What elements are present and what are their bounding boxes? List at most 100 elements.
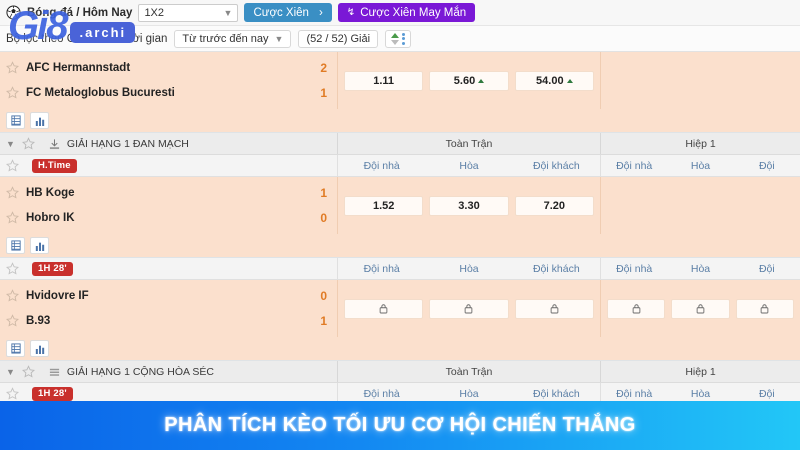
filter-label: Bộ lọc theo Giải đấu / Thời gian bbox=[6, 32, 168, 45]
favorite-star-icon[interactable] bbox=[6, 86, 19, 99]
time-filter-select[interactable]: Từ trước đến nay ▼ bbox=[174, 29, 292, 48]
odds-value: 5.60 bbox=[453, 74, 476, 87]
soccer-ball-icon bbox=[6, 5, 21, 20]
sort-ascending-icon[interactable] bbox=[391, 32, 400, 45]
parlay-button[interactable]: Cược Xiên › bbox=[244, 3, 332, 22]
chevron-right-icon: › bbox=[318, 6, 323, 19]
league-count-label: (52 / 52) Giải bbox=[306, 32, 371, 45]
header-group-first-half: Đội nhà Hòa Đội bbox=[601, 258, 800, 279]
status-cell: 1H 28' bbox=[0, 383, 338, 404]
statistics-icon[interactable] bbox=[30, 112, 49, 129]
lineup-icon[interactable] bbox=[6, 237, 25, 254]
top-toolbar: Bóng đá / Hôm Nay 1X2 ▼ Cược Xiên › ↯ Cư… bbox=[0, 0, 800, 26]
column-header-away-truncated: Đội bbox=[758, 159, 775, 172]
match-row[interactable]: HB Koge 1 Hobro IK 0 1.52 3.30 7.20 bbox=[0, 177, 800, 234]
away-team-line: FC Metaloglobus Bucuresti 1 bbox=[0, 80, 337, 105]
market-select[interactable]: 1X2 ▼ bbox=[138, 3, 239, 22]
segment-first-half: Hiệp 1 bbox=[685, 365, 716, 378]
statistics-icon[interactable] bbox=[30, 237, 49, 254]
league-count-badge[interactable]: (52 / 52) Giải bbox=[298, 29, 379, 48]
away-team-name: Hobro IK bbox=[26, 211, 75, 224]
away-team-line: Hobro IK 0 bbox=[0, 205, 337, 230]
favorite-star-icon[interactable] bbox=[6, 314, 19, 327]
lucky-parlay-button[interactable]: ↯ Cược Xiên May Mắn bbox=[337, 3, 476, 22]
market-select-value: 1X2 bbox=[144, 6, 165, 19]
away-team-name: FC Metaloglobus Bucuresti bbox=[26, 86, 175, 99]
lock-icon bbox=[550, 304, 559, 314]
breadcrumb[interactable]: Bóng đá / Hôm Nay bbox=[27, 6, 133, 19]
odds-cell-away-locked bbox=[514, 298, 594, 319]
column-header-away-truncated: Đội bbox=[758, 262, 775, 275]
column-header-home: Đội nhà bbox=[616, 262, 653, 275]
header-group-first-half: Đội nhà Hòa Đội bbox=[601, 383, 800, 404]
header-group-full-match: Đội nhà Hòa Đội khách bbox=[338, 383, 601, 404]
odds-cell-away[interactable]: 54.00 bbox=[514, 70, 594, 91]
lock-icon bbox=[632, 304, 640, 314]
bar-chart-glyph bbox=[35, 345, 44, 354]
odds-group-first-half bbox=[601, 52, 800, 109]
time-filter-value: Từ trước đến nay bbox=[182, 32, 269, 45]
column-header-away: Đội khách bbox=[532, 159, 580, 172]
home-team-name: HB Koge bbox=[26, 186, 75, 199]
favorite-star-icon[interactable] bbox=[6, 289, 19, 302]
column-header-home: Đội nhà bbox=[363, 262, 400, 275]
league-name: GIẢI HẠNG 1 ĐAN MẠCH bbox=[66, 137, 189, 150]
odds-cell-home-locked bbox=[344, 298, 424, 319]
segment-full-match: Toàn Trận bbox=[338, 133, 601, 154]
odds-cell-home[interactable]: 1.52 bbox=[344, 195, 424, 216]
match-tools-row bbox=[0, 109, 800, 133]
status-badge: 1H 28' bbox=[32, 261, 73, 276]
more-options-icon[interactable] bbox=[402, 32, 406, 45]
column-header-home: Đội nhà bbox=[616, 159, 653, 172]
favorite-star-icon[interactable] bbox=[6, 211, 19, 224]
chevron-down-icon[interactable]: ▼ bbox=[6, 366, 15, 377]
league-header-row[interactable]: ▼ GIẢI HẠNG 1 ĐAN MẠCH Toàn Trận Hiệp 1 bbox=[0, 133, 800, 155]
status-cell: H.Time bbox=[0, 155, 338, 176]
home-team-line: AFC Hermannstadt 2 bbox=[0, 55, 337, 80]
odds-group-first-half-locked bbox=[601, 280, 800, 337]
odds-cell-draw[interactable]: 3.30 bbox=[429, 195, 509, 216]
home-team-name: AFC Hermannstadt bbox=[26, 61, 131, 74]
odds-cell-away[interactable]: 7.20 bbox=[514, 195, 594, 216]
odds-value: 54.00 bbox=[536, 74, 564, 87]
match-row[interactable]: AFC Hermannstadt 2 FC Metaloglobus Bucur… bbox=[0, 52, 800, 109]
home-team-line: Hvidovre IF 0 bbox=[0, 283, 337, 308]
team-column: Hvidovre IF 0 B.93 1 bbox=[0, 280, 338, 337]
bar-chart-glyph bbox=[35, 117, 44, 126]
statistics-icon[interactable] bbox=[30, 340, 49, 357]
lock-icon bbox=[760, 304, 769, 314]
segment-first-half: Hiệp 1 bbox=[685, 137, 716, 150]
odds-cell-draw[interactable]: 5.60 bbox=[429, 70, 509, 91]
trend-up-icon bbox=[566, 78, 573, 83]
column-header-draw: Hòa bbox=[459, 387, 479, 400]
odds-cell-home[interactable]: 1.11 bbox=[344, 70, 424, 91]
match-row[interactable]: Hvidovre IF 0 B.93 1 bbox=[0, 280, 800, 337]
status-cell: 1H 28' bbox=[0, 258, 338, 279]
league-header-row[interactable]: ▼ GIẢI HẠNG 1 CỘNG HÒA SÉC Toàn Trận Hiệ… bbox=[0, 361, 800, 383]
chevron-down-icon[interactable]: ▼ bbox=[6, 138, 15, 149]
column-header-draw: Hòa bbox=[690, 387, 711, 400]
favorite-star-icon[interactable] bbox=[6, 262, 19, 275]
lineup-icon[interactable] bbox=[6, 112, 25, 129]
header-group-full-match: Đội nhà Hòa Đội khách bbox=[338, 258, 601, 279]
trend-up-icon bbox=[478, 78, 485, 83]
favorite-star-icon[interactable] bbox=[6, 159, 19, 172]
favorite-star-icon[interactable] bbox=[6, 186, 19, 199]
favorite-star-icon[interactable] bbox=[6, 61, 19, 74]
lock-icon bbox=[696, 304, 705, 314]
home-team-score: 0 bbox=[320, 288, 327, 303]
team-column: AFC Hermannstadt 2 FC Metaloglobus Bucur… bbox=[0, 52, 338, 109]
odds-value: 7.20 bbox=[543, 199, 566, 212]
favorite-star-icon[interactable] bbox=[6, 387, 19, 400]
chevron-down-icon: ▼ bbox=[223, 7, 233, 18]
favorite-star-icon[interactable] bbox=[21, 137, 35, 150]
lock-icon bbox=[465, 304, 473, 314]
sort-controls[interactable] bbox=[385, 29, 412, 48]
odds-group-full-match: 1.52 3.30 7.20 bbox=[338, 177, 601, 234]
away-team-line: B.93 1 bbox=[0, 308, 337, 333]
favorite-star-icon[interactable] bbox=[21, 365, 35, 378]
lineup-icon[interactable] bbox=[6, 340, 25, 357]
odds-group-full-match: 1.11 5.60 54.00 bbox=[338, 52, 601, 109]
odds-group-full-match-locked bbox=[338, 280, 601, 337]
promo-banner-text: PHÂN TÍCH KÈO TỐI ƯU CƠ HỘI CHIẾN THẮNG bbox=[164, 414, 636, 436]
